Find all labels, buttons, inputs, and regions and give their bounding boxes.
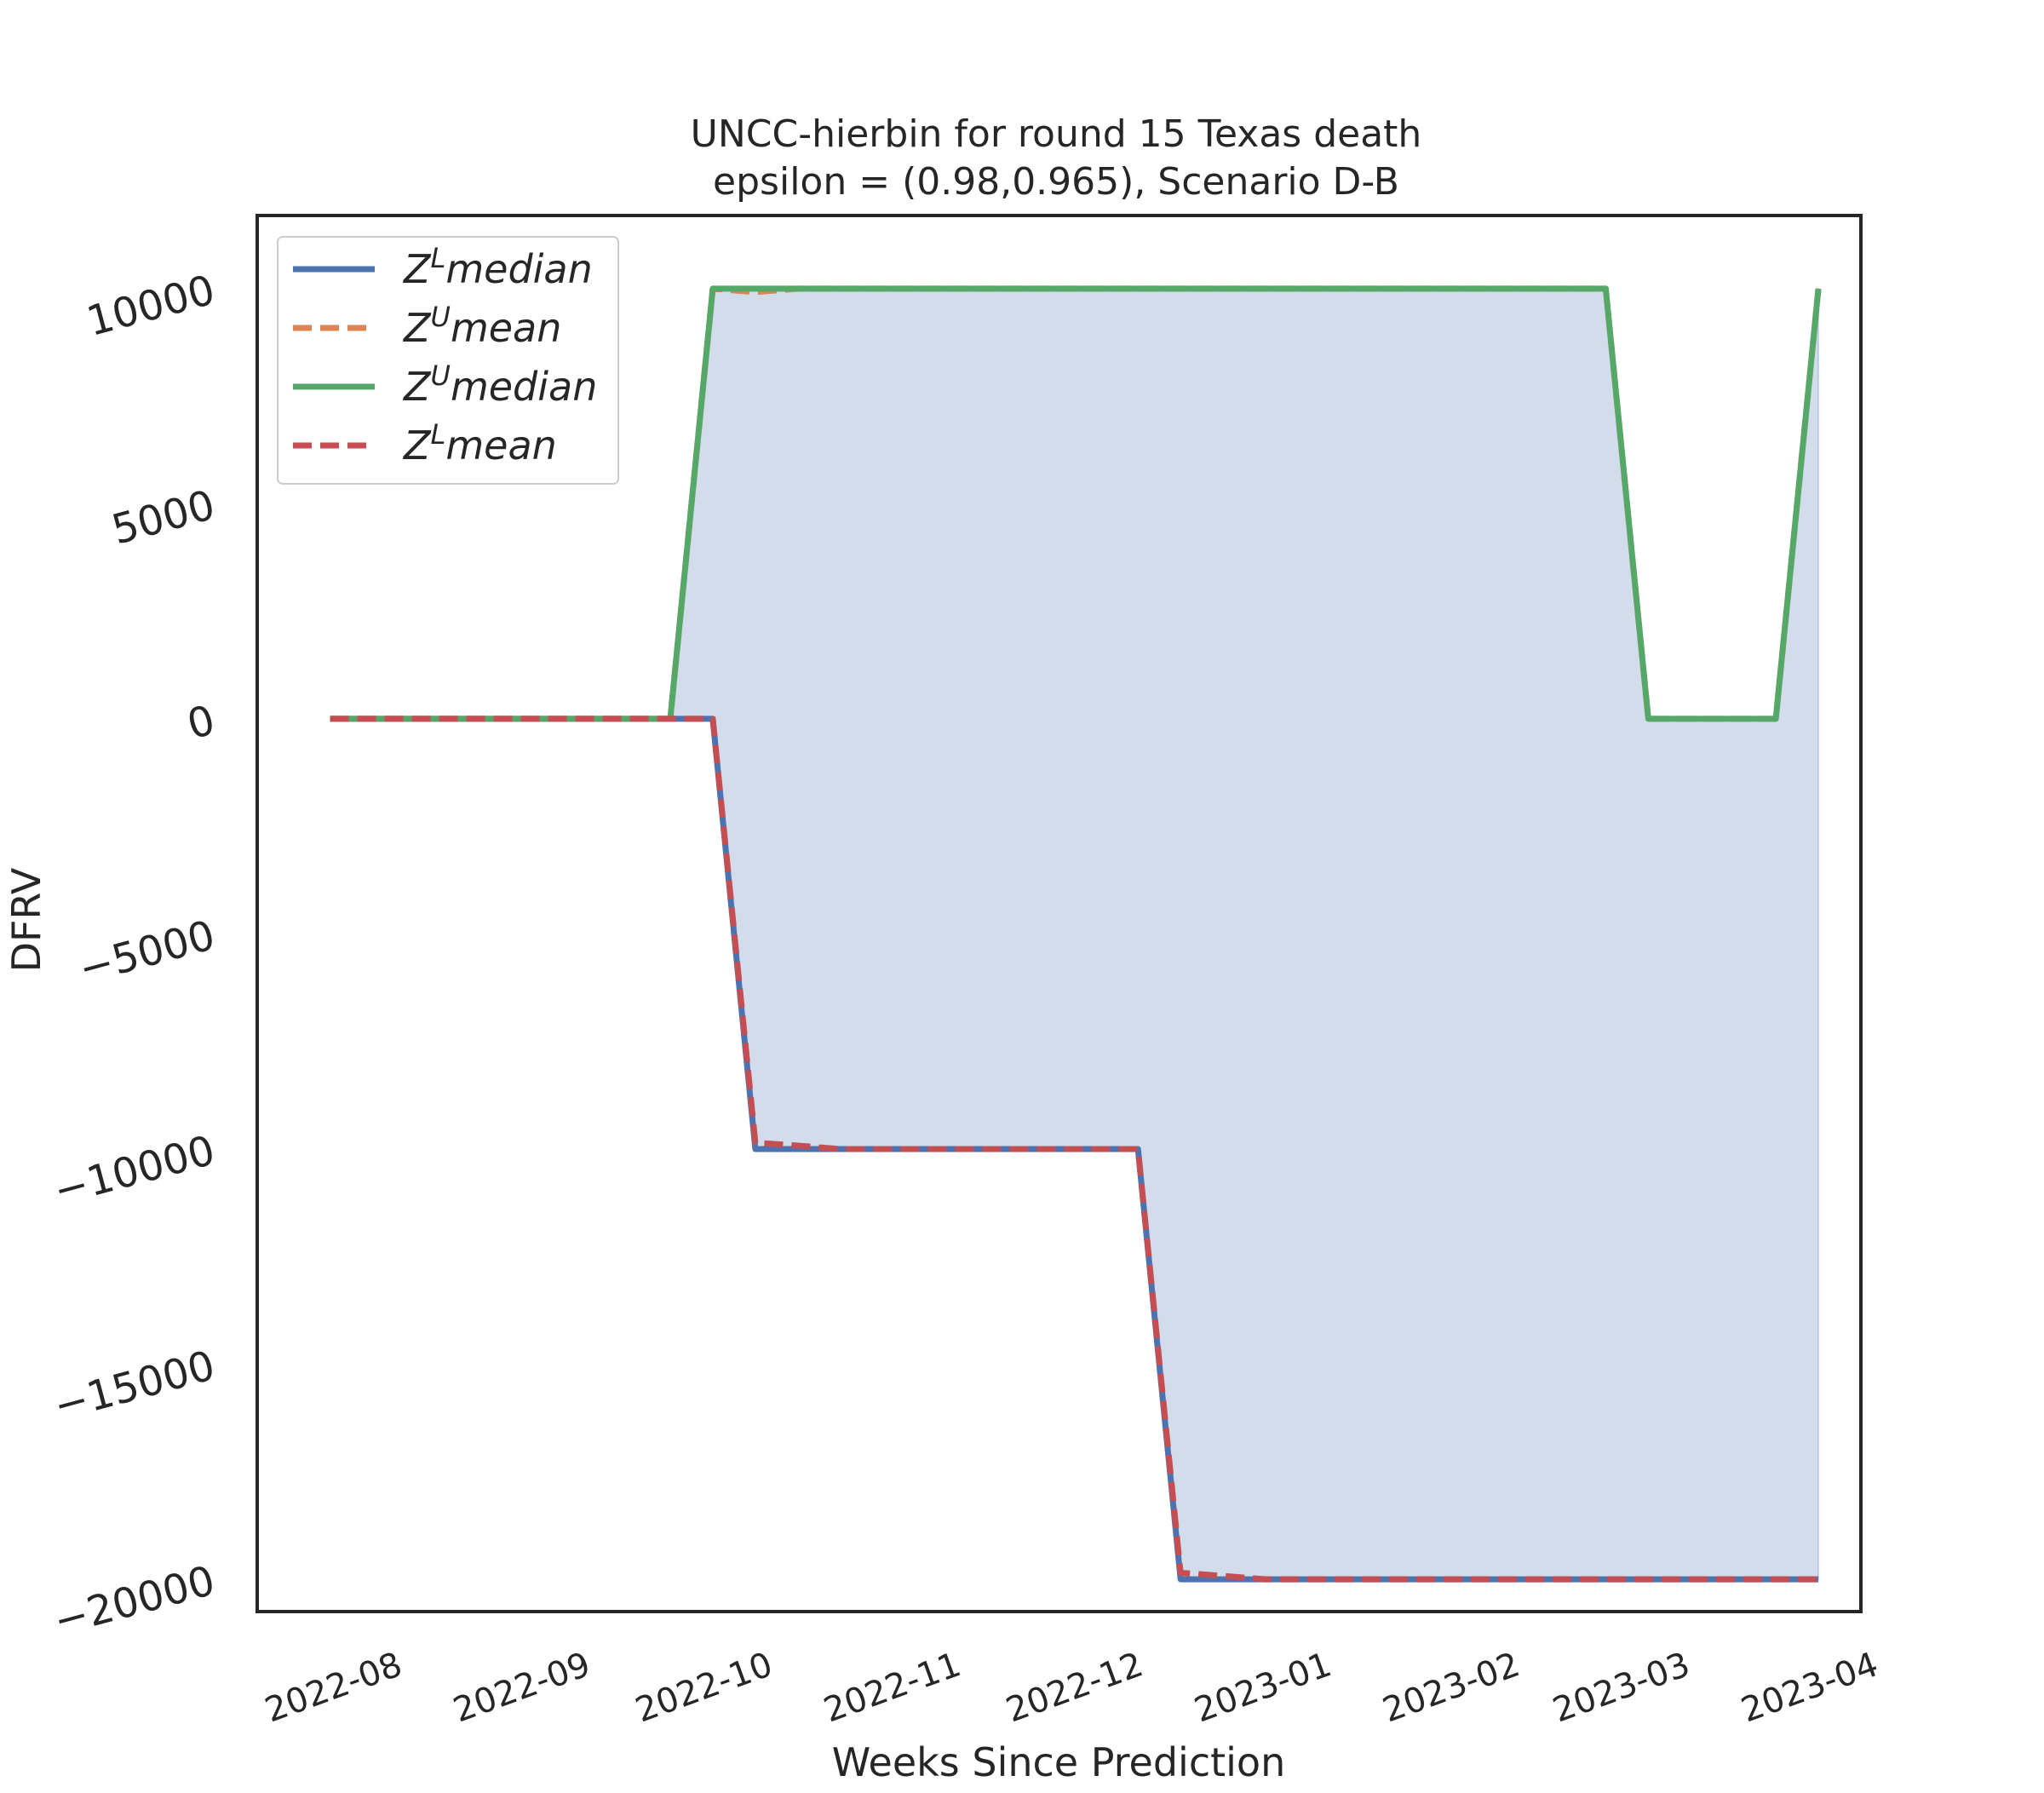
x-tick-label: 2023-02 xyxy=(1378,1645,1525,1730)
legend: ZLmedian ZUmean ZUmedian ZLmean xyxy=(277,236,619,485)
plot-frame xyxy=(256,214,1863,1613)
chart-title-line2: epsilon = (0.98,0.965), Scenario D-B xyxy=(713,160,1399,204)
x-axis-label: Weeks Since Prediction xyxy=(832,1739,1285,1785)
x-tick-label: 2022-11 xyxy=(818,1645,966,1730)
y-tick-label: −10000 xyxy=(49,1126,220,1215)
chart-title-line1: UNCC-hierbin for round 15 Texas death xyxy=(691,112,1422,156)
x-tick-label: 2022-09 xyxy=(448,1645,595,1730)
legend-label: ZLmean xyxy=(402,418,557,468)
series-line-l-mean xyxy=(330,715,1819,1583)
series-lines-layer xyxy=(330,285,1822,1583)
y-tick-label: 10000 xyxy=(82,266,220,346)
y-tick-label: 5000 xyxy=(107,481,220,555)
legend-label: ZLmedian xyxy=(402,242,593,292)
x-tick-label: 2022-10 xyxy=(630,1645,778,1730)
x-tick-label: 2023-01 xyxy=(1190,1645,1337,1730)
legend-label: ZUmean xyxy=(402,301,561,351)
y-tick-label: −20000 xyxy=(49,1557,220,1646)
x-tick-label: 2022-08 xyxy=(260,1645,407,1730)
y-tick-label: −15000 xyxy=(49,1342,220,1430)
legend-label: ZUmedian xyxy=(402,359,597,410)
y-axis-ticks: 10000 5000 0 −5000 −10000 −15000 −20000 xyxy=(49,266,220,1645)
x-tick-label: 2023-03 xyxy=(1547,1645,1695,1730)
y-tick-label: −5000 xyxy=(74,911,220,993)
legend-box xyxy=(277,236,619,485)
y-tick-label: 0 xyxy=(182,696,220,749)
x-axis-ticks: 2022-08 2022-09 2022-10 2022-11 2022-12 2023-… xyxy=(260,1645,1883,1730)
y-axis-label: DFRV xyxy=(3,867,49,972)
x-tick-label: 2022-12 xyxy=(1001,1645,1148,1730)
x-tick-label: 2023-04 xyxy=(1737,1645,1884,1730)
